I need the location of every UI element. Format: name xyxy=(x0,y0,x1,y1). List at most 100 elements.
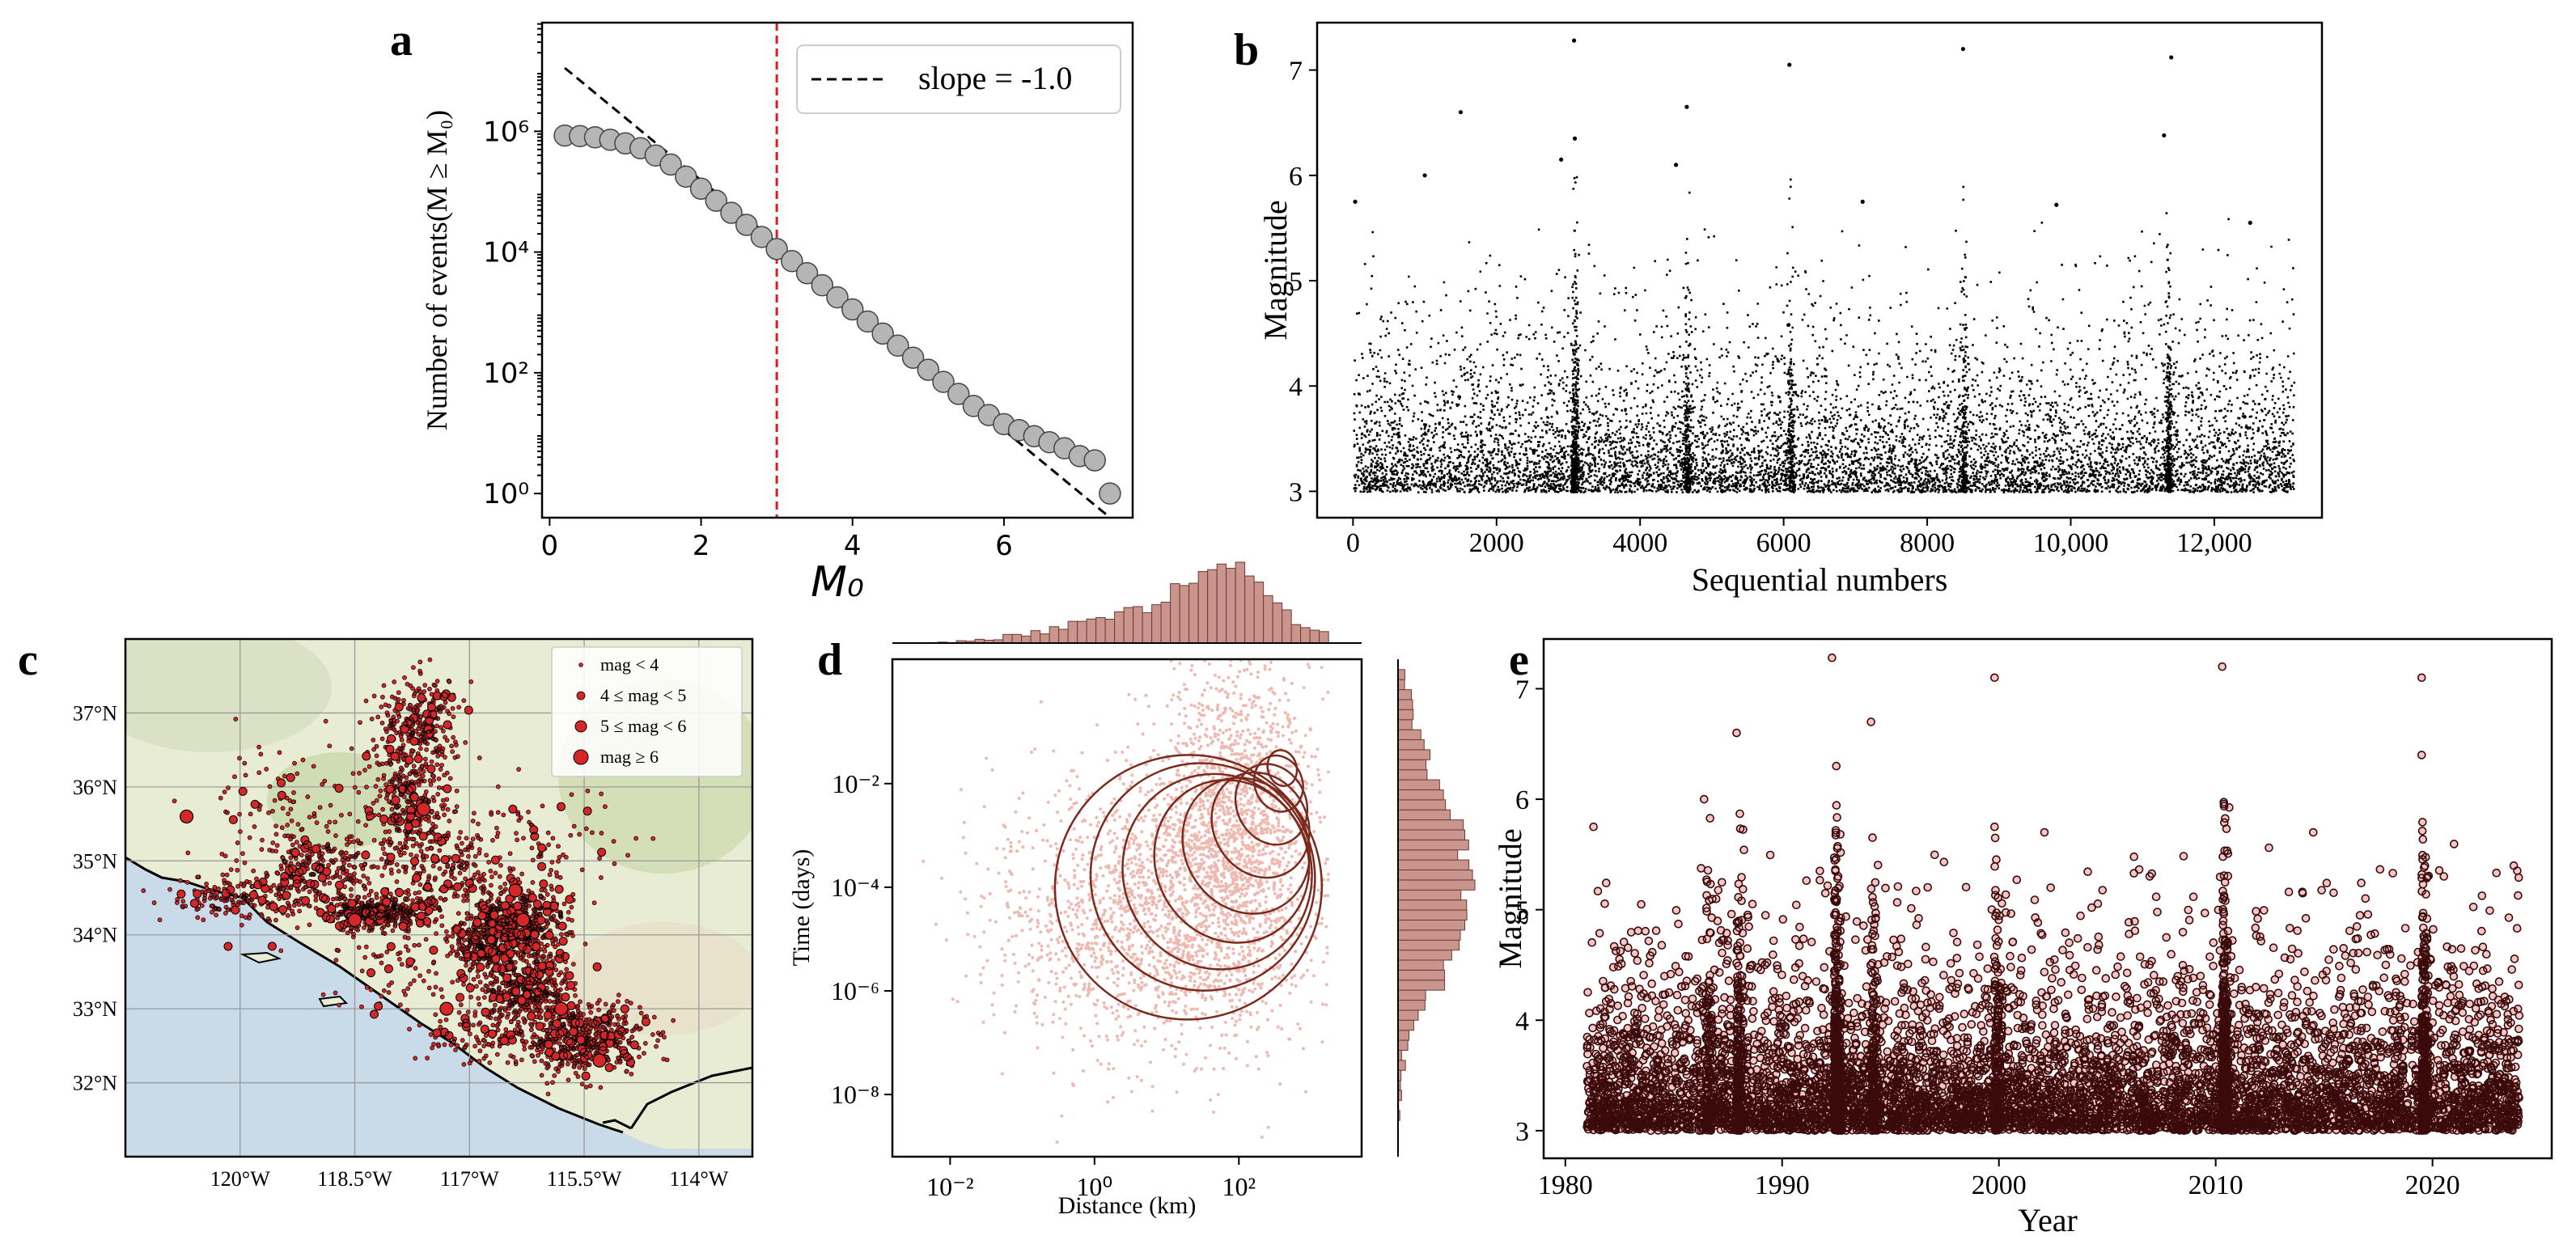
chart-c-legend-label-0: mag < 4 xyxy=(600,654,659,675)
chart-d-top-hist-bar xyxy=(1208,569,1218,643)
chart-e-ytick-label: 6 xyxy=(1515,785,1529,815)
chart-d-right-hist-bar xyxy=(1398,740,1424,750)
chart-d-top-hist-bar xyxy=(1227,569,1236,643)
chart-b-xtick-label: 8000 xyxy=(1900,528,1955,558)
chart-a-xtick-label: 6 xyxy=(995,530,1013,562)
chart-b-ytick-label: 4 xyxy=(1289,372,1303,402)
chart-b-xlabel: Sequential numbers xyxy=(1692,561,1948,598)
chart-b-xtick-label: 10,000 xyxy=(2033,528,2109,558)
chart-e-large-event xyxy=(1590,823,1597,831)
chart-b-large-event xyxy=(1573,137,1577,141)
chart-d-top-hist-bar xyxy=(1198,572,1208,643)
chart-d-right-hist-bar xyxy=(1398,730,1421,739)
chart-e-large-event xyxy=(2418,751,2426,759)
chart-b-xtick-label: 0 xyxy=(1346,528,1360,558)
chart-d-top-hist-bar xyxy=(1180,586,1189,643)
panel-letter-d: d xyxy=(817,635,842,685)
chart-d-top-hist-bar xyxy=(1096,617,1106,643)
chart-e-xlabel: Year xyxy=(2018,1202,2078,1238)
chart-d-top-hist-bar xyxy=(1124,607,1133,643)
chart-d-right-hist-bar xyxy=(1398,860,1469,870)
chart-d-right-hist-bar xyxy=(1398,940,1460,950)
chart-b-large-event xyxy=(2248,221,2252,225)
chart-a-ytick-label: 10⁰ xyxy=(483,478,529,510)
chart-d-right-hist-bar xyxy=(1398,810,1451,819)
chart-b-xtick-label: 6000 xyxy=(1756,528,1811,558)
chart-a-legend: slope = -1.0 xyxy=(797,45,1121,113)
chart-b-large-event xyxy=(1559,158,1563,162)
chart-d-top-hist-bar xyxy=(1254,582,1264,643)
chart-e-ytick-label: 7 xyxy=(1515,675,1529,705)
chart-a-ytick-label: 10⁴ xyxy=(483,237,529,269)
chart-d-top-hist-bar xyxy=(1115,612,1125,643)
chart-d-top-hist-bar xyxy=(1105,620,1115,643)
chart-d-right-hist-bar xyxy=(1398,910,1467,920)
chart-d-right-hist-bar xyxy=(1398,800,1446,810)
chart-d-right-hist-bar xyxy=(1398,789,1443,799)
chart-e-ylabel: Magnitude xyxy=(1492,828,1528,968)
chart-d-right-hist-bar xyxy=(1398,780,1439,789)
chart-c-large-event xyxy=(516,913,529,926)
chart-d: 10⁻² 10⁰ 10² 10⁻⁸10⁻⁶10⁻⁴10⁻² Distance (km… xyxy=(788,534,1475,1219)
chart-c-ytick-label: 33°N xyxy=(73,997,117,1021)
chart-d-right-hist-bar xyxy=(1398,820,1464,830)
chart-b-ytick-label: 7 xyxy=(1289,57,1303,87)
chart-c-legend-label-1: 4 ≤ mag < 5 xyxy=(600,685,686,705)
chart-d-right-hist-bar xyxy=(1398,980,1445,990)
chart-d-right-hist-bar xyxy=(1398,850,1458,860)
chart-d-top-hist-bar xyxy=(1235,562,1245,643)
chart-d-right-hist-bar xyxy=(1398,1060,1405,1070)
chart-d-top-hist-bar xyxy=(1031,631,1040,643)
chart-e-large-event xyxy=(1828,654,1836,662)
chart-d-right-hist-bar xyxy=(1398,950,1451,960)
chart-e-xtick-label: 1980 xyxy=(1538,1170,1593,1200)
chart-d-right-hist-bar xyxy=(1398,750,1430,760)
chart-c-legend-label-2: 5 ≤ mag < 6 xyxy=(600,716,686,736)
chart-c-xtick-label: 118.5°W xyxy=(317,1167,392,1191)
panel-letter-a: a xyxy=(390,15,413,66)
chart-c-map: 120°W 118.5°W 117°W 115.5°W 114°W 32°N33°N34… xyxy=(73,623,769,1191)
chart-a-xlabel: M₀ xyxy=(811,558,864,607)
chart-c-large-event xyxy=(180,810,193,823)
chart-d-top-hist-bar xyxy=(1310,630,1320,643)
chart-a-xtick-label: 0 xyxy=(541,530,559,562)
chart-b-large-event xyxy=(2054,203,2058,207)
chart-d-top-hist-bar xyxy=(1142,612,1152,643)
chart-d-right-hist-bar xyxy=(1398,990,1426,1000)
chart-b-large-event xyxy=(1861,200,1865,204)
chart-c-large-event xyxy=(440,1002,453,1015)
chart-c-legend-label-3: mag ≥ 6 xyxy=(600,747,659,767)
chart-b-large-event xyxy=(1787,62,1791,66)
chart-d-ylabel: Time (days) xyxy=(788,849,815,967)
chart-d-top-hist-bar xyxy=(1152,605,1162,643)
chart-c-large-event xyxy=(349,913,362,926)
chart-d-right-hist-bar xyxy=(1398,870,1472,880)
chart-d-right-hist-bar xyxy=(1398,840,1468,849)
chart-d-top-hist-bar xyxy=(1301,628,1311,643)
chart-d-top-hist-bar xyxy=(1189,583,1199,643)
chart-b-large-event xyxy=(1684,105,1688,109)
chart-d-top-hist-bar xyxy=(1171,584,1180,643)
chart-e-large-event xyxy=(1733,730,1740,737)
chart-e-xtick-label: 2010 xyxy=(2188,1170,2243,1200)
chart-c-ytick-label: 34°N xyxy=(73,924,117,947)
chart-d-right-hist-bar xyxy=(1398,930,1460,940)
chart-d-right-hist-bar xyxy=(1398,709,1413,719)
chart-b-large-event xyxy=(1572,39,1576,43)
chart-c-large-event xyxy=(555,1002,568,1015)
chart-d-right-hist-bar xyxy=(1398,690,1412,700)
chart-e-large-event xyxy=(1701,796,1708,803)
chart-d-top-hist-bar xyxy=(1245,576,1255,643)
chart-a-ytick-label: 10² xyxy=(483,358,529,390)
chart-d-right-hist-bar xyxy=(1398,920,1465,929)
chart-e-large-event xyxy=(1832,763,1840,770)
chart-e-large-event xyxy=(1867,718,1875,726)
chart-b-large-event xyxy=(1961,47,1965,51)
chart-b-large-event xyxy=(1353,200,1357,204)
chart-e-ytick-label: 4 xyxy=(1515,1006,1529,1036)
chart-b-large-event xyxy=(2169,55,2173,59)
chart-c-xtick-label: 114°W xyxy=(669,1167,728,1191)
